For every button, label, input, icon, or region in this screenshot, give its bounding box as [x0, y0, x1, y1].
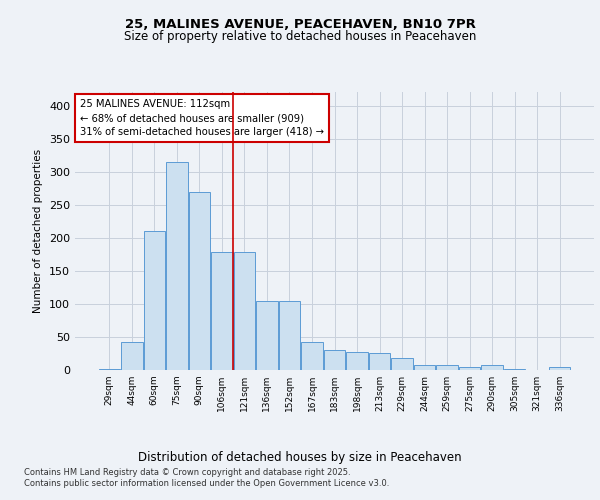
Bar — [549, 368, 571, 370]
Bar — [459, 366, 481, 370]
Bar — [391, 358, 413, 370]
Y-axis label: Number of detached properties: Number of detached properties — [34, 149, 43, 314]
Bar — [369, 354, 390, 370]
Bar — [234, 252, 255, 370]
Bar — [256, 300, 278, 370]
Bar — [481, 366, 503, 370]
Bar — [211, 252, 233, 370]
Bar — [279, 300, 300, 370]
Bar — [188, 192, 210, 370]
Bar — [166, 162, 188, 370]
Text: Contains public sector information licensed under the Open Government Licence v3: Contains public sector information licen… — [24, 480, 389, 488]
Bar — [414, 366, 435, 370]
Bar — [98, 368, 120, 370]
Text: Contains HM Land Registry data © Crown copyright and database right 2025.: Contains HM Land Registry data © Crown c… — [24, 468, 350, 477]
Bar — [504, 368, 526, 370]
Text: 25, MALINES AVENUE, PEACEHAVEN, BN10 7PR: 25, MALINES AVENUE, PEACEHAVEN, BN10 7PR — [125, 18, 475, 30]
Bar — [301, 342, 323, 370]
Text: Size of property relative to detached houses in Peacehaven: Size of property relative to detached ho… — [124, 30, 476, 43]
Bar — [121, 342, 143, 370]
Bar — [324, 350, 345, 370]
Bar — [346, 352, 368, 370]
Bar — [143, 231, 165, 370]
Bar — [436, 366, 458, 370]
Text: 25 MALINES AVENUE: 112sqm
← 68% of detached houses are smaller (909)
31% of semi: 25 MALINES AVENUE: 112sqm ← 68% of detac… — [80, 100, 324, 138]
Text: Distribution of detached houses by size in Peacehaven: Distribution of detached houses by size … — [138, 451, 462, 464]
